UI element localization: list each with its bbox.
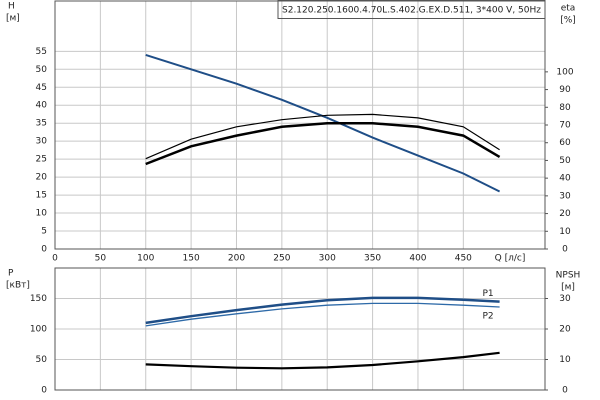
series-line (145, 296, 500, 325)
y-tick-label: 35 (36, 119, 47, 129)
x-tick-label: 0 (52, 254, 58, 264)
y2-axis-label: NPSH (556, 271, 581, 281)
x-tick-label: 400 (409, 254, 426, 264)
x-tick-label: 450 (455, 254, 472, 264)
x-tick-label: 250 (273, 254, 290, 264)
y2-axis-label: eta (561, 4, 576, 14)
y-axis-unit: [м] (6, 14, 20, 24)
y2-axis-unit: [%] (560, 16, 576, 26)
x-tick-label: 150 (183, 254, 200, 264)
y2-tick-label: 10 (559, 227, 571, 237)
series-line (145, 53, 501, 193)
x-tick-label: 200 (228, 254, 245, 264)
y2-tick-label: 100 (556, 67, 573, 77)
y-tick-label: 0 (41, 245, 47, 255)
y2-tick-label: 30 (559, 294, 571, 304)
series-line (145, 302, 500, 327)
y-tick-label: 10 (36, 209, 48, 219)
x-tick-label: 300 (319, 254, 336, 264)
y-tick-label: 5 (41, 227, 47, 237)
y2-tick-label: 40 (559, 174, 571, 184)
y2-tick-label: 30 (559, 191, 571, 201)
y2-tick-label: 20 (559, 325, 571, 335)
x-tick-label: 350 (364, 254, 381, 264)
y2-tick-label: 50 (559, 156, 571, 166)
y-tick-label: 100 (30, 325, 47, 335)
y-tick-label: 50 (36, 65, 48, 75)
y-tick-label: 50 (36, 355, 48, 365)
y-tick-label: 25 (36, 155, 47, 165)
series-line (145, 121, 501, 166)
x-axis-label: Q [л/с] (495, 254, 526, 264)
chart-title: S2.120.250.1600.4.70L.S.402.G.EX.D.511, … (282, 6, 541, 16)
y-tick-label: 20 (36, 173, 48, 183)
y-axis-label: P (8, 269, 14, 279)
y-tick-label: 30 (36, 137, 48, 147)
y-tick-label: 40 (36, 101, 48, 111)
series-line (145, 113, 500, 160)
x-tick-label: 100 (137, 254, 154, 264)
y-tick-label: 0 (41, 386, 47, 396)
y-tick-label: 55 (36, 47, 47, 57)
y2-tick-label: 90 (559, 85, 571, 95)
x-tick-label: 50 (95, 254, 107, 264)
y2-tick-label: 0 (562, 386, 568, 396)
y-axis-unit: [кВт] (6, 281, 30, 291)
y2-tick-label: 70 (559, 121, 571, 131)
series-line (145, 351, 500, 370)
y-axis-label: H (8, 2, 15, 12)
y2-tick-label: 80 (559, 103, 571, 113)
y2-tick-label: 20 (559, 209, 571, 219)
y-tick-label: 15 (36, 191, 47, 201)
series-label: P2 (482, 312, 493, 322)
plot-frame (54, 267, 546, 391)
series-label: P1 (482, 289, 493, 299)
y2-tick-label: 60 (559, 138, 571, 148)
y2-tick-label: 10 (559, 355, 571, 365)
y-tick-label: 150 (30, 294, 47, 304)
title-box (277, 0, 546, 19)
y2-tick-label: 0 (562, 245, 568, 255)
y2-axis-unit: [м] (561, 283, 575, 293)
y-tick-label: 45 (36, 83, 47, 93)
